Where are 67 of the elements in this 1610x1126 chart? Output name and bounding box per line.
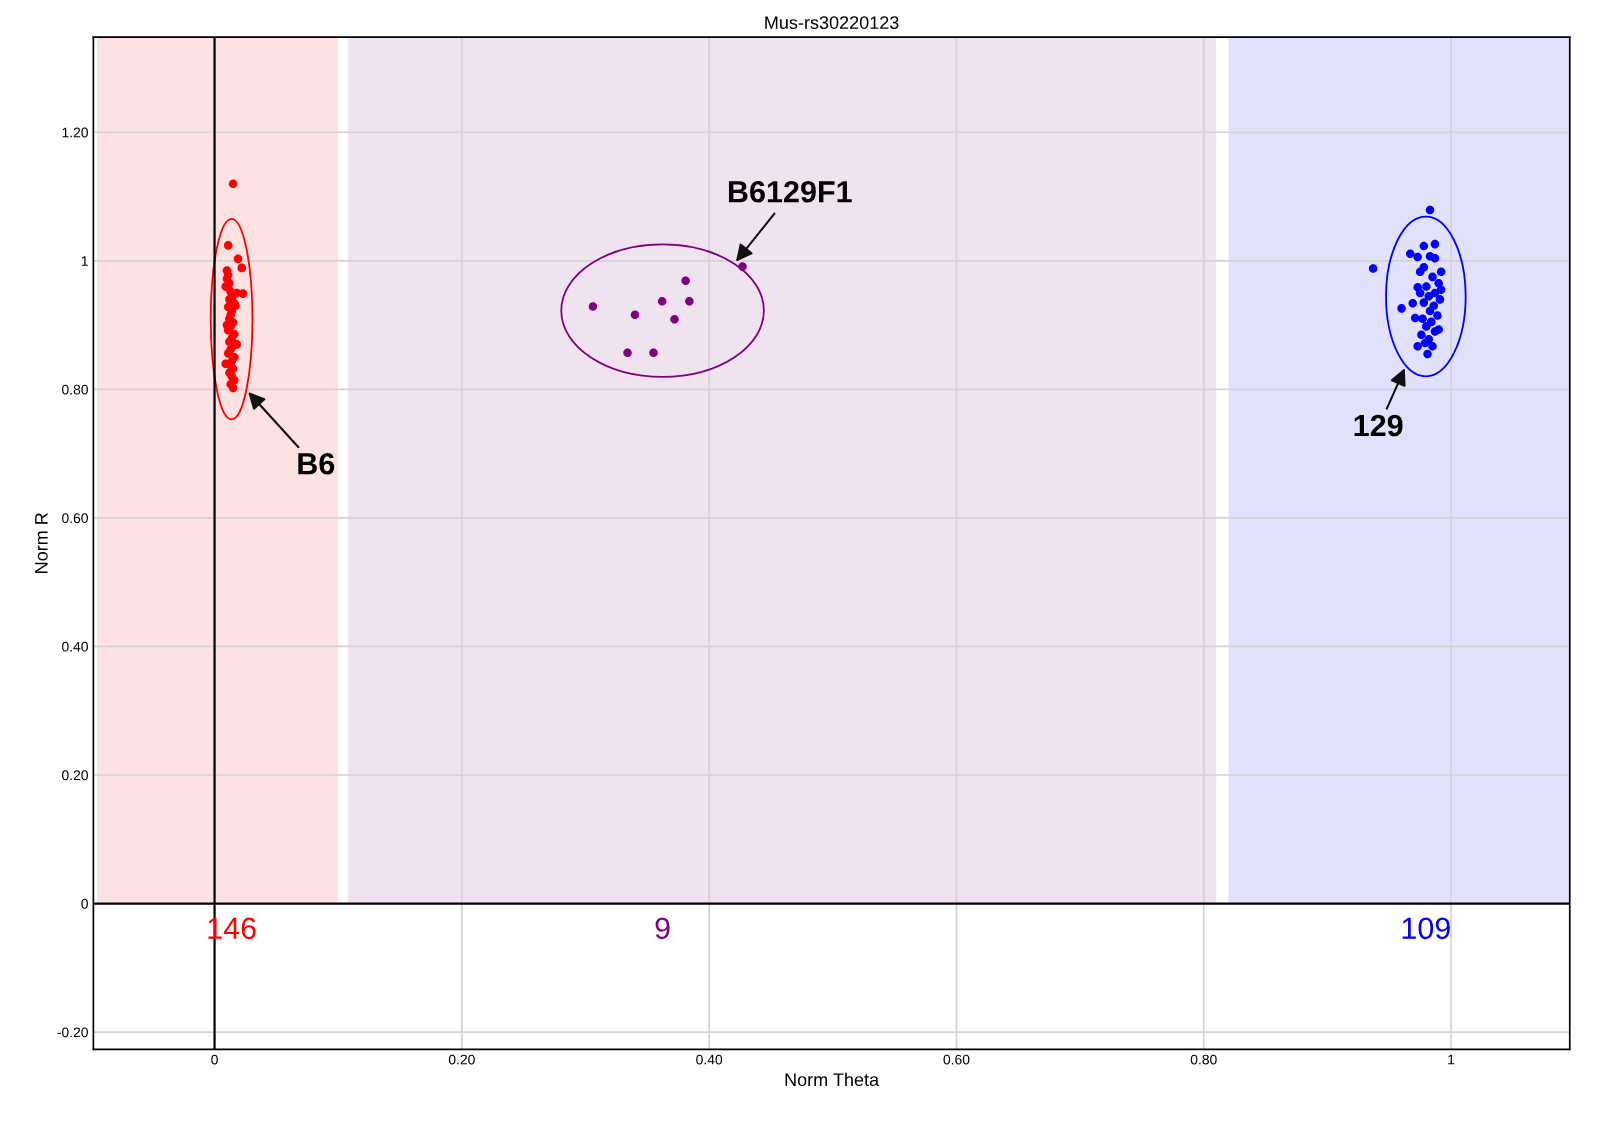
annotation: 109 [1402,917,1450,940]
y-tick-label: 0.80 [62,384,88,395]
point [1397,304,1406,313]
point [1430,327,1440,336]
point [1410,313,1420,323]
point [1420,338,1430,348]
point [1419,262,1429,272]
point [1422,282,1431,291]
point [1425,306,1435,316]
text: B6129F1 [728,180,852,203]
point [1436,267,1446,277]
point [1436,285,1446,295]
point [1433,311,1442,320]
point [233,254,243,264]
point [670,315,679,324]
y-axis-title: Norm R [35,513,48,573]
point [1435,295,1445,304]
point [623,348,632,358]
y-tick-label: 1 [81,256,88,266]
point [228,179,238,188]
point [1419,241,1429,251]
point [1428,342,1437,351]
y-tick-label: 0 [81,898,88,909]
point [1425,205,1435,215]
point [588,302,598,311]
point [738,262,747,271]
point [228,383,238,393]
point [223,349,233,358]
point [681,276,690,286]
point [237,263,247,273]
x-tick-label: 0.80 [1190,1054,1217,1065]
point [1418,314,1427,323]
point [1413,342,1422,351]
text: 129 [1354,414,1403,437]
point [1424,291,1434,301]
point [1422,322,1431,331]
y-tick-label: -0.20 [57,1027,88,1038]
point [1419,298,1429,307]
y-tick-label: 0.20 [62,770,88,781]
point [630,310,640,320]
point [685,297,694,306]
point [1430,253,1440,263]
x-axis-title: Norm Theta [785,1072,880,1087]
y-tick-label: 0.40 [62,641,88,652]
y-tick-label: 1.20 [62,127,88,138]
point [657,297,667,306]
point [1423,349,1432,359]
annotation: 9 [655,917,670,940]
point [1413,252,1422,262]
point [1415,288,1425,298]
point [1434,279,1443,288]
x-tick-label: 0 [211,1054,218,1065]
x-tick-label: 0.60 [943,1054,970,1065]
point [223,241,233,250]
point [649,348,658,358]
x-tick-label: 0.40 [696,1054,723,1065]
point [1430,239,1440,249]
point [1368,264,1378,273]
point [1428,272,1437,282]
chart-title: Mus-rs30220123 [765,16,899,29]
x-tick-label: 0.20 [448,1054,475,1065]
text: B6 [298,452,335,475]
x-tick-label: 1 [1448,1054,1455,1065]
point [1408,298,1417,308]
point [1405,249,1415,259]
y-tick-label: 0.60 [62,513,88,524]
point [1417,330,1426,340]
